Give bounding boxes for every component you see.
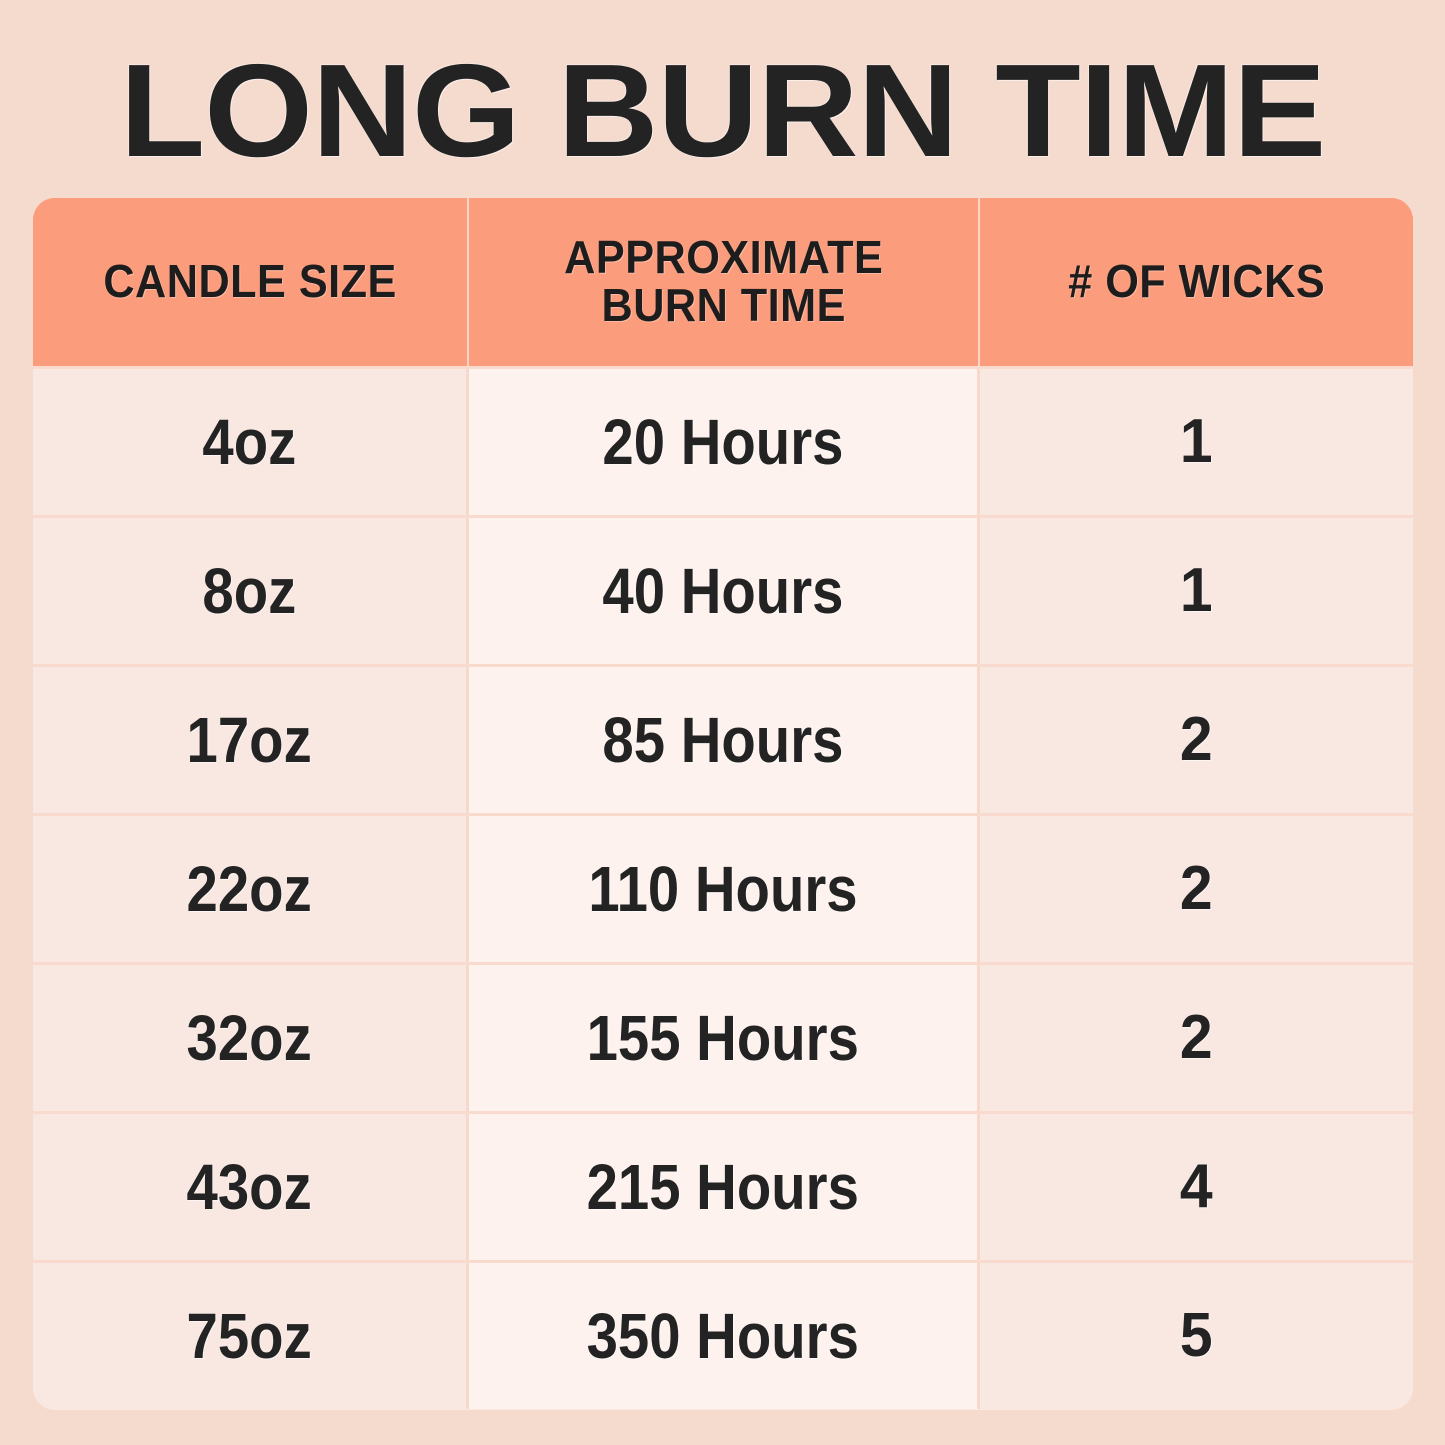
cell-candle-size: 32oz: [33, 965, 469, 1111]
cell-candle-size: 75oz: [33, 1263, 469, 1409]
candle-size-value: 22oz: [186, 853, 313, 925]
table-row: 4oz 20 Hours 1: [33, 366, 1413, 515]
candle-size-value: 17oz: [186, 704, 313, 776]
cell-burn-time: 215 Hours: [469, 1114, 980, 1260]
column-header-burn-time-label: APPROXIMATE BURN TIME: [563, 231, 884, 331]
wicks-value: 2: [1180, 705, 1213, 774]
burn-time-value: 215 Hours: [586, 1151, 860, 1223]
cell-burn-time: 85 Hours: [469, 667, 980, 813]
page-title: LONG BURN TIME: [119, 37, 1327, 184]
burn-time-value: 155 Hours: [586, 1002, 860, 1074]
burn-time-table: CANDLE SIZE APPROXIMATE BURN TIME # OF W…: [33, 198, 1413, 1410]
candle-size-value: 75oz: [186, 1300, 313, 1372]
wicks-value: 2: [1180, 1003, 1213, 1072]
wicks-value: 1: [1180, 407, 1213, 476]
column-header-wicks-label: # OF WICKS: [1068, 255, 1325, 308]
wicks-value: 1: [1180, 556, 1213, 625]
candle-size-value: 4oz: [202, 406, 297, 478]
cell-burn-time: 20 Hours: [469, 369, 980, 515]
candle-size-value: 32oz: [186, 1002, 313, 1074]
cell-burn-time: 40 Hours: [469, 518, 980, 664]
table-header-row: CANDLE SIZE APPROXIMATE BURN TIME # OF W…: [33, 198, 1413, 366]
column-header-candle-size: CANDLE SIZE: [33, 198, 469, 366]
cell-candle-size: 8oz: [33, 518, 469, 664]
table-row: 43oz 215 Hours 4: [33, 1111, 1413, 1260]
cell-burn-time: 155 Hours: [469, 965, 980, 1111]
burn-time-value: 110 Hours: [588, 853, 858, 925]
cell-burn-time: 350 Hours: [469, 1263, 980, 1409]
column-header-burn-time: APPROXIMATE BURN TIME: [469, 198, 980, 366]
burn-time-value: 350 Hours: [586, 1300, 860, 1372]
cell-candle-size: 22oz: [33, 816, 469, 962]
cell-wicks: 5: [980, 1263, 1413, 1409]
cell-candle-size: 4oz: [33, 369, 469, 515]
cell-wicks: 4: [980, 1114, 1413, 1260]
table-row: 32oz 155 Hours 2: [33, 962, 1413, 1111]
cell-wicks: 2: [980, 816, 1413, 962]
burn-time-value: 20 Hours: [602, 406, 844, 478]
cell-wicks: 1: [980, 369, 1413, 515]
burn-time-value: 40 Hours: [602, 555, 844, 627]
cell-wicks: 2: [980, 667, 1413, 813]
table-row: 17oz 85 Hours 2: [33, 664, 1413, 813]
table-row: 75oz 350 Hours 5: [33, 1260, 1413, 1409]
cell-candle-size: 43oz: [33, 1114, 469, 1260]
candle-size-value: 8oz: [202, 555, 297, 627]
table-row: 22oz 110 Hours 2: [33, 813, 1413, 962]
wicks-value: 5: [1180, 1301, 1213, 1370]
column-header-candle-size-label: CANDLE SIZE: [103, 255, 397, 308]
burn-time-value: 85 Hours: [602, 704, 844, 776]
table-row: 8oz 40 Hours 1: [33, 515, 1413, 664]
wicks-value: 2: [1180, 854, 1213, 923]
candle-size-value: 43oz: [186, 1151, 313, 1223]
wicks-value: 4: [1180, 1152, 1213, 1221]
column-header-wicks: # OF WICKS: [980, 198, 1413, 366]
cell-wicks: 1: [980, 518, 1413, 664]
cell-wicks: 2: [980, 965, 1413, 1111]
cell-burn-time: 110 Hours: [469, 816, 980, 962]
cell-candle-size: 17oz: [33, 667, 469, 813]
